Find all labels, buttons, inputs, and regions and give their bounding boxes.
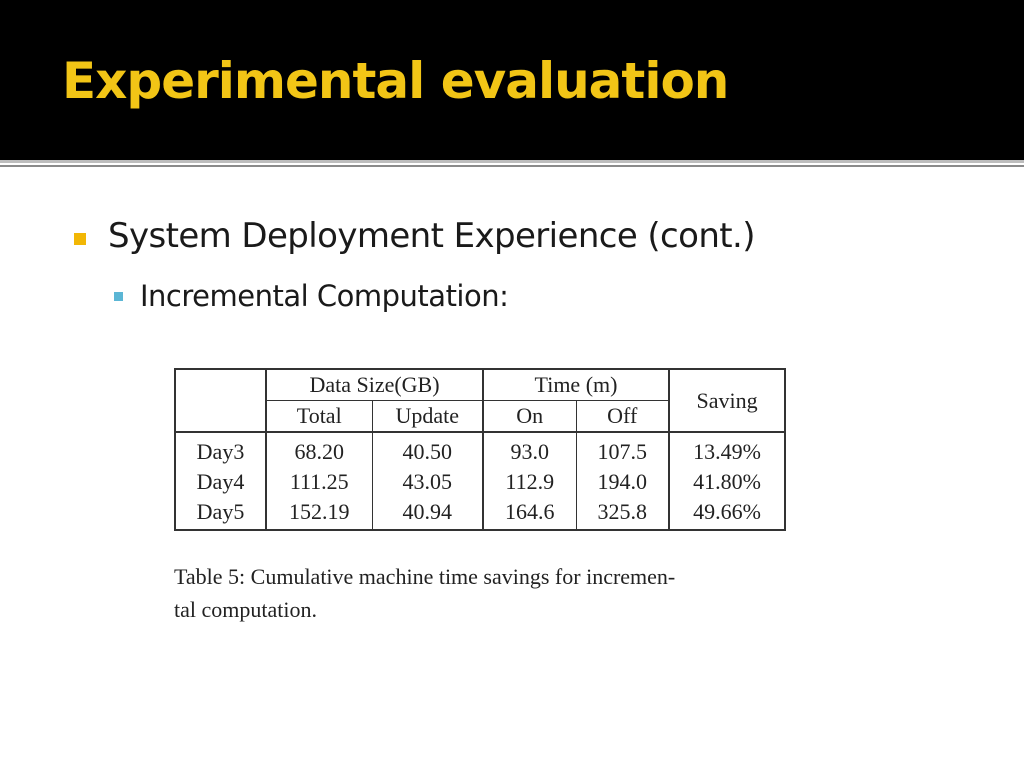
cell-off: 194.0 [576, 467, 671, 497]
subheader-on: On [483, 400, 577, 433]
cell-saving: 13.49% [669, 432, 787, 467]
cell-off: 325.8 [576, 497, 671, 531]
table-row: Day3 68.20 40.50 93.0 107.5 13.49% [174, 432, 787, 467]
table-header-row: Data Size(GB) Time (m) Saving [174, 368, 787, 433]
cell-on: 112.9 [483, 467, 577, 497]
subheader-off: Off [576, 400, 671, 433]
cell-day: Day3 [174, 432, 267, 467]
cell-total: 152.19 [266, 497, 373, 531]
cell-update: 40.50 [372, 432, 484, 467]
header-data-size: Data Size(GB) [265, 368, 484, 401]
cell-on: 93.0 [483, 432, 577, 467]
title-divider-dark [0, 165, 1024, 167]
table-caption: Table 5: Cumulative machine time savings… [174, 560, 794, 626]
table-corner-cell-lower [174, 400, 267, 433]
cell-day: Day5 [174, 497, 267, 531]
table-caption-line-2: tal computation. [174, 597, 317, 622]
subheader-update: Update [372, 400, 484, 433]
cell-day: Day4 [174, 467, 267, 497]
cell-on: 164.6 [483, 497, 577, 531]
title-divider-light [0, 160, 1024, 163]
title-bar: Experimental evaluation [0, 0, 1024, 160]
table-row: Day5 152.19 40.94 164.6 325.8 49.66% [174, 497, 787, 531]
results-table: Data Size(GB) Time (m) Saving Total Upda… [174, 368, 787, 531]
square-bullet-icon [74, 233, 86, 245]
table-caption-line-1: Table 5: Cumulative machine time savings… [174, 564, 676, 589]
bullet-text-level-1: System Deployment Experience (cont.) [108, 216, 756, 256]
subheader-total: Total [266, 400, 373, 433]
header-time: Time (m) [481, 368, 671, 401]
square-bullet-icon-small [114, 292, 123, 301]
cell-off: 107.5 [576, 432, 671, 467]
cell-saving: 41.80% [669, 467, 787, 497]
slide-title: Experimental evaluation [62, 52, 729, 110]
table-subheader-row: Total Update On Off [174, 400, 785, 433]
cell-update: 43.05 [372, 467, 484, 497]
table-row: Day4 111.25 43.05 112.9 194.0 41.80% [174, 467, 787, 497]
bullet-text-level-2: Incremental Computation: [140, 279, 509, 313]
cell-total: 111.25 [266, 467, 373, 497]
cell-total: 68.20 [266, 432, 373, 467]
header-saving: Saving [668, 368, 787, 433]
cell-saving: 49.66% [669, 497, 787, 531]
cell-update: 40.94 [372, 497, 484, 531]
table-corner-cell [174, 368, 267, 401]
